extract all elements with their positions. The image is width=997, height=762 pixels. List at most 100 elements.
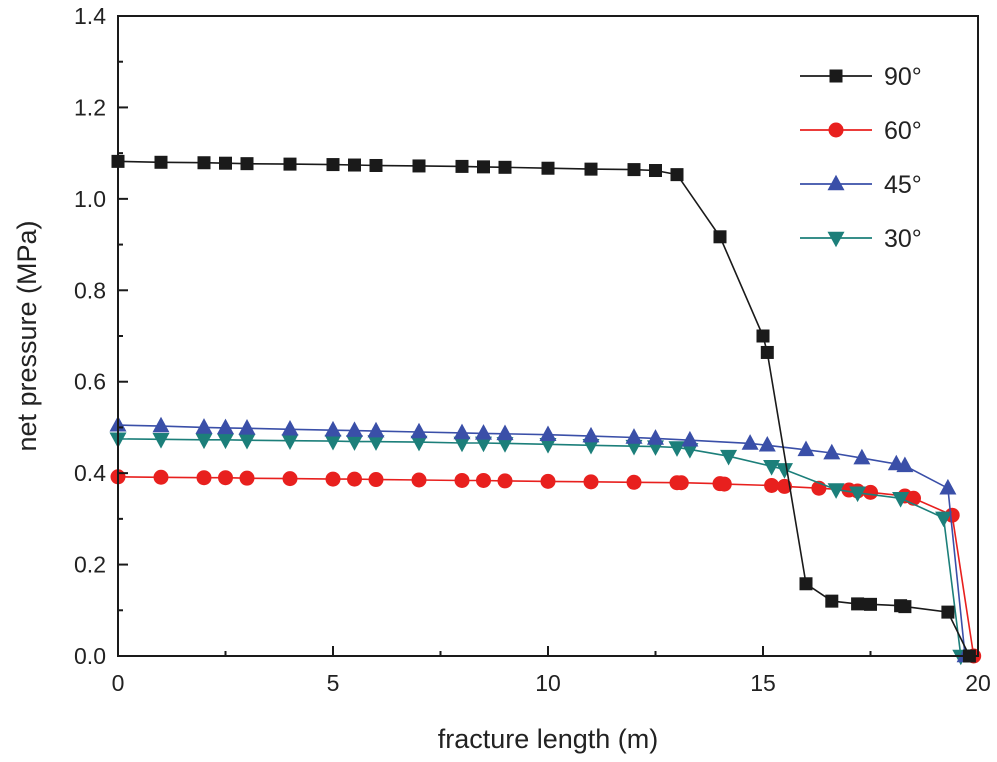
data-point — [851, 597, 865, 611]
data-point — [863, 484, 878, 500]
data-point — [282, 471, 298, 487]
series-3 — [109, 432, 970, 666]
data-point — [540, 473, 556, 489]
legend-label: 60° — [884, 117, 922, 145]
data-point — [539, 438, 557, 454]
data-point — [239, 470, 255, 486]
data-point — [475, 436, 492, 453]
data-point — [939, 478, 957, 495]
data-point — [716, 476, 732, 492]
x-tick-label: 15 — [750, 670, 776, 696]
data-point — [477, 160, 490, 174]
data-point — [539, 425, 557, 442]
y-axis-title: net pressure (MPa) — [12, 220, 42, 451]
data-point — [369, 158, 383, 172]
data-point — [348, 158, 361, 172]
data-point — [584, 162, 598, 176]
data-point — [152, 416, 170, 433]
legend-label: 30° — [884, 225, 922, 253]
data-point — [410, 435, 428, 452]
data-point — [582, 426, 600, 443]
x-axis-title: fracture length (m) — [438, 724, 659, 754]
data-point — [681, 430, 699, 447]
series-layer — [109, 154, 982, 666]
data-point — [713, 230, 727, 244]
legend-label: 45° — [884, 171, 922, 199]
x-tick-label: 20 — [965, 670, 991, 696]
data-point — [626, 474, 642, 490]
data-point — [453, 436, 471, 453]
data-point — [758, 435, 776, 452]
series-line — [117, 476, 975, 657]
data-point — [324, 420, 342, 437]
data-point — [153, 469, 169, 485]
data-point — [196, 470, 212, 486]
y-tick-label: 1.2 — [74, 94, 106, 120]
data-point — [764, 477, 780, 493]
data-point — [218, 470, 233, 486]
data-point — [647, 429, 664, 445]
y-tick-label: 0.0 — [74, 643, 106, 669]
data-point — [625, 428, 643, 444]
data-point — [498, 160, 512, 174]
data-point — [649, 164, 662, 178]
data-point — [582, 438, 600, 455]
plot-frame — [117, 15, 979, 657]
y-tick-label: 0.6 — [74, 369, 106, 395]
data-point — [476, 472, 491, 488]
data-point — [496, 424, 514, 441]
legend-marker — [827, 174, 845, 191]
x-tick-label: 0 — [112, 670, 125, 696]
data-point — [324, 434, 342, 451]
data-point — [195, 433, 213, 450]
data-point — [799, 577, 813, 591]
data-point — [864, 597, 877, 611]
y-tick-label: 1.0 — [74, 186, 106, 212]
data-point — [777, 478, 792, 494]
y-tick-label: 0.2 — [74, 552, 106, 578]
data-point — [823, 443, 841, 460]
data-point — [497, 473, 513, 489]
data-point — [741, 434, 759, 450]
data-point — [346, 435, 363, 451]
legend: 90° 60° 45° 30° — [800, 63, 922, 253]
ticks-layer: 0 5 10 15 20 0.0 0.2 0.4 0.6 0.8 1.0 1.2 1.4 — [74, 3, 991, 696]
data-point — [238, 433, 256, 450]
data-point — [583, 474, 599, 490]
data-point — [776, 463, 793, 479]
data-point — [825, 594, 839, 608]
data-point — [760, 345, 774, 359]
data-point — [849, 486, 867, 503]
legend-marker — [827, 231, 845, 248]
legend-entry: 30° — [800, 225, 922, 253]
data-point — [896, 456, 914, 473]
data-point — [455, 159, 469, 173]
data-point — [283, 157, 297, 171]
data-point — [670, 168, 684, 182]
data-point — [827, 483, 845, 499]
data-point — [935, 511, 953, 528]
data-point — [898, 600, 912, 614]
data-point — [892, 491, 910, 508]
legend-entry: 90° — [800, 63, 922, 91]
y-tick-label: 0.8 — [74, 277, 106, 303]
data-point — [240, 157, 254, 171]
x-tick-label: 5 — [327, 670, 340, 696]
data-point — [681, 443, 699, 459]
data-point — [325, 471, 341, 487]
data-point — [756, 329, 770, 343]
x-tick-label: 10 — [535, 670, 561, 696]
legend-marker — [828, 122, 844, 138]
data-point — [219, 156, 232, 170]
data-point — [411, 472, 427, 488]
data-point — [281, 419, 299, 436]
data-point — [238, 419, 256, 435]
data-point — [152, 433, 170, 449]
legend-marker — [829, 69, 843, 83]
data-point — [627, 163, 641, 177]
data-point — [763, 459, 781, 476]
data-point — [346, 421, 363, 437]
data-point — [412, 159, 426, 173]
data-point — [368, 472, 384, 488]
